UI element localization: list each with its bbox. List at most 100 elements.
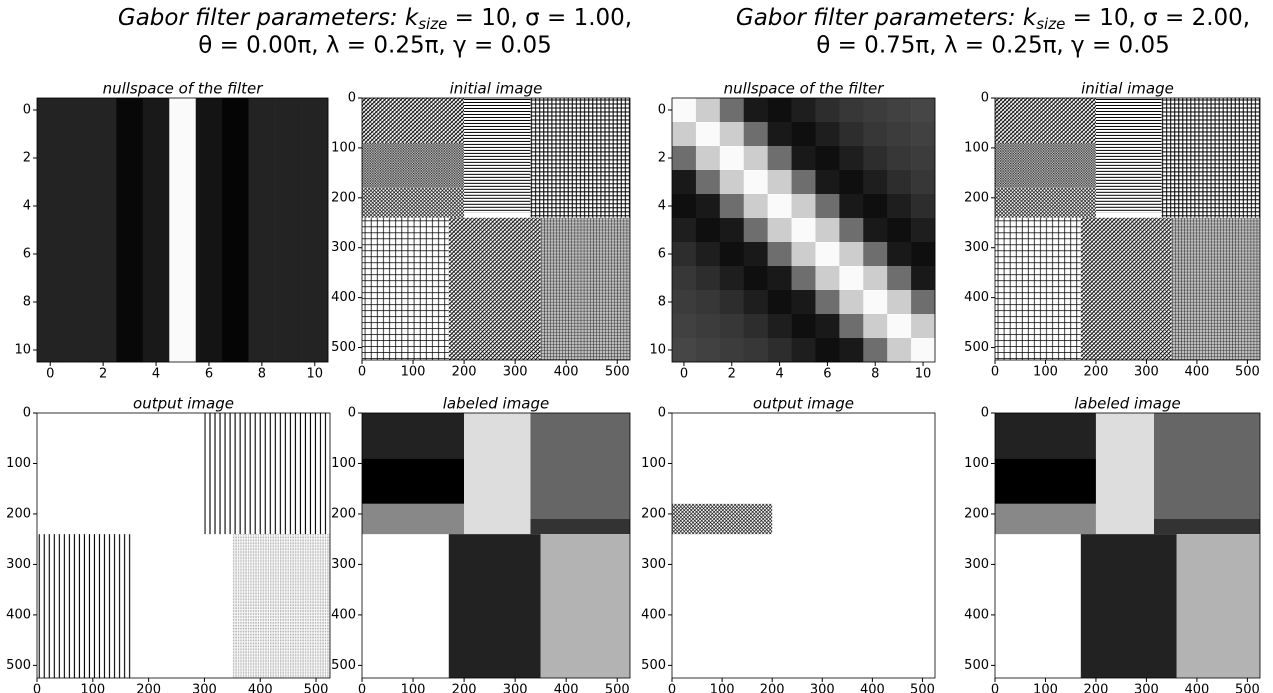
pixel xyxy=(695,98,721,123)
x-tick-label: 200 xyxy=(760,683,785,693)
pixel xyxy=(839,290,864,315)
panel-title: initial image xyxy=(450,80,543,98)
pixel xyxy=(275,218,302,243)
axes-frame xyxy=(671,97,936,363)
pixel xyxy=(116,266,144,291)
pixel xyxy=(695,266,721,291)
x-tick-label: 8 xyxy=(871,367,879,382)
pixel xyxy=(89,122,117,147)
y-tick-label: 400 xyxy=(6,607,31,622)
pixel xyxy=(116,218,144,243)
x-tick-label: 400 xyxy=(554,683,579,693)
pixel xyxy=(719,218,745,243)
pixel xyxy=(37,122,64,147)
pixel xyxy=(839,170,864,195)
y-tick-label: 100 xyxy=(6,456,31,471)
pixel xyxy=(89,218,117,243)
pixel xyxy=(37,218,64,243)
pixel xyxy=(301,314,329,339)
initial-image xyxy=(362,98,630,360)
pixel xyxy=(887,170,912,195)
pixel xyxy=(719,290,745,315)
pixel xyxy=(142,194,170,219)
pixel xyxy=(743,290,768,315)
pixel xyxy=(275,98,302,123)
pixel xyxy=(672,146,697,171)
pixel xyxy=(863,122,888,147)
axes-frame xyxy=(994,412,1261,679)
x-tick-label: 0 xyxy=(358,683,366,693)
pixel xyxy=(695,314,721,339)
pixel xyxy=(695,170,721,195)
header-line: Gabor filter parameters: ksize = 10, σ =… xyxy=(118,5,632,33)
x-tick-label: 200 xyxy=(1084,365,1109,380)
pixel xyxy=(719,266,745,291)
pixel xyxy=(743,98,768,123)
pixel xyxy=(815,170,840,195)
y-tick-label: 10 xyxy=(649,343,666,358)
y-tick-label: 0 xyxy=(981,406,989,421)
pixel xyxy=(63,194,91,219)
pixel xyxy=(863,266,888,291)
header-line2: θ = 0.00π, λ = 0.25π, γ = 0.05 xyxy=(198,33,552,59)
header-line2: θ = 0.75π, λ = 0.25π, γ = 0.05 xyxy=(816,33,1170,59)
y-tick-label: 0 xyxy=(348,406,356,421)
x-tick-label: 100 xyxy=(401,683,426,693)
header-sub: size xyxy=(1036,15,1065,33)
pixel xyxy=(222,242,249,267)
pixel xyxy=(767,314,792,339)
y-tick-label: 100 xyxy=(964,456,989,471)
pixel xyxy=(248,98,276,123)
pixel xyxy=(116,314,144,339)
pixel xyxy=(791,290,816,315)
x-tick-label: 300 xyxy=(1134,365,1159,380)
pixel xyxy=(63,98,91,123)
x-tick-label: 0 xyxy=(668,683,676,693)
pixel xyxy=(672,338,697,363)
y-tick-label: 0 xyxy=(658,103,666,118)
pixel xyxy=(195,314,223,339)
x-tick-label: 400 xyxy=(554,365,579,380)
pixel xyxy=(743,314,768,339)
output-image xyxy=(37,413,330,678)
axes-frame xyxy=(36,97,329,363)
pixel xyxy=(911,266,936,291)
x-tick-label: 100 xyxy=(710,683,735,693)
x-tick-label: 0 xyxy=(991,365,999,380)
pixel xyxy=(116,290,144,315)
pixel xyxy=(275,266,302,291)
header-line: Gabor filter parameters: ksize = 10, σ =… xyxy=(736,5,1250,33)
pixel xyxy=(275,314,302,339)
pixel xyxy=(791,98,816,123)
pixel xyxy=(222,218,249,243)
panel-title: output image xyxy=(133,395,234,413)
y-tick-label: 2 xyxy=(658,151,666,166)
pixel xyxy=(839,98,864,123)
axes-frame xyxy=(36,412,331,679)
pixel xyxy=(222,194,249,219)
pixel xyxy=(887,194,912,219)
pixel xyxy=(815,266,840,291)
x-tick-label: 0 xyxy=(358,365,366,380)
x-tick-label: 500 xyxy=(910,683,935,693)
pixel xyxy=(887,338,912,363)
pixel xyxy=(142,290,170,315)
pixel xyxy=(248,242,276,267)
pixel xyxy=(767,170,792,195)
x-tick-label: 0 xyxy=(680,367,688,382)
pixel xyxy=(815,242,840,267)
pixel xyxy=(301,194,329,219)
pixel xyxy=(248,314,276,339)
x-tick-label: 2 xyxy=(728,367,736,382)
pixel xyxy=(672,194,697,219)
header-rest: = 10, σ = 2.00, xyxy=(1065,5,1250,31)
pixel xyxy=(815,146,840,171)
y-tick-label: 400 xyxy=(331,607,356,622)
pixel xyxy=(839,266,864,291)
pixel xyxy=(719,242,745,267)
pixel xyxy=(695,290,721,315)
x-tick-label: 4 xyxy=(775,367,783,382)
pixel xyxy=(887,290,912,315)
pixel xyxy=(839,122,864,147)
